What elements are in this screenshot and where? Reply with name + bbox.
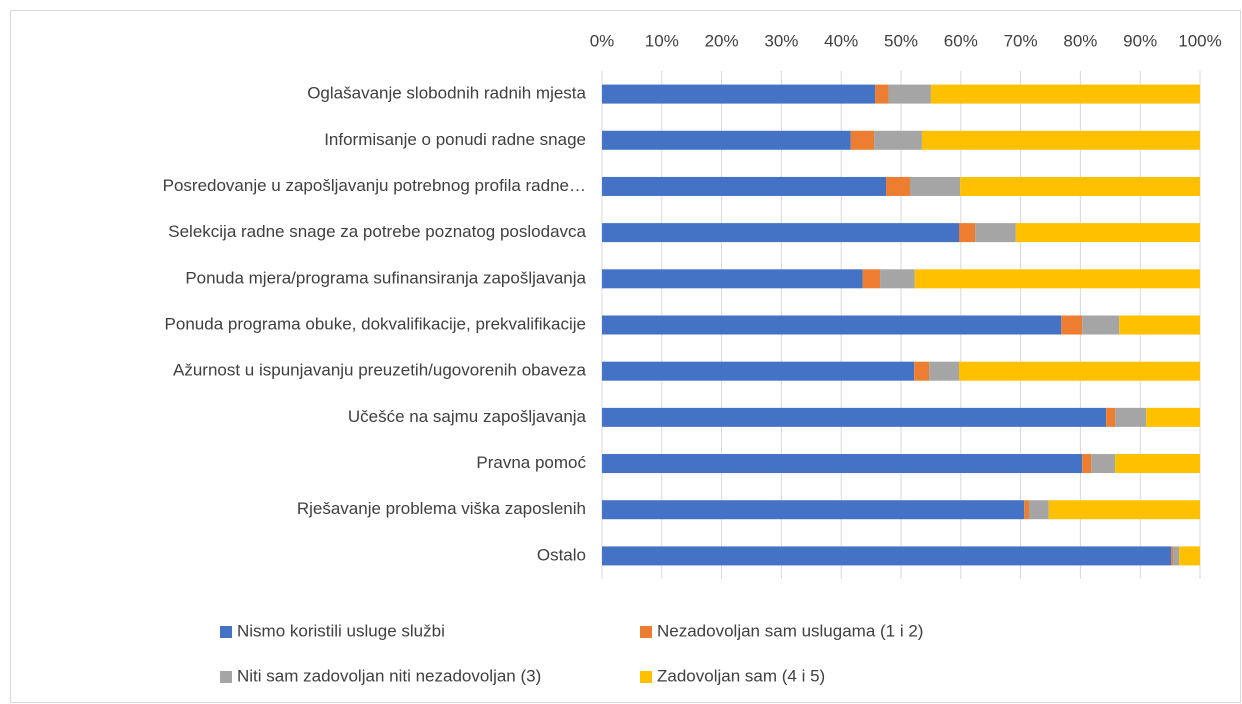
bar-segment bbox=[909, 176, 961, 196]
bar-segment bbox=[929, 361, 960, 381]
bar-segment bbox=[602, 454, 1083, 474]
x-tick-label: 90% bbox=[1123, 31, 1157, 50]
bar-segment bbox=[875, 84, 889, 104]
bar-segment bbox=[602, 269, 863, 289]
bar-segment bbox=[960, 176, 1200, 196]
bar-segment bbox=[1091, 454, 1116, 474]
bar-segment bbox=[975, 223, 1016, 243]
bar-segment bbox=[1082, 454, 1092, 474]
bar-segment bbox=[959, 361, 1200, 381]
y-tick-label: Ponuda mjera/programa sufinansiranja zap… bbox=[185, 268, 586, 287]
y-tick-label: Ponuda programa obuke, dokvalifikacije, … bbox=[165, 314, 586, 333]
bar-segment bbox=[602, 130, 851, 150]
bar-segment bbox=[1024, 500, 1029, 520]
legend-label: Nismo koristili usluge službi bbox=[237, 621, 445, 640]
bar-segment bbox=[602, 315, 1062, 335]
bar-segment bbox=[914, 361, 930, 381]
bar-segment bbox=[602, 546, 1172, 566]
chart-border bbox=[10, 10, 1241, 703]
x-tick-label: 40% bbox=[824, 31, 858, 50]
bar-segment bbox=[921, 130, 1200, 150]
y-tick-label: Rješavanje problema viška zaposlenih bbox=[297, 499, 586, 518]
x-tick-label: 100% bbox=[1178, 31, 1221, 50]
bar-segment bbox=[880, 269, 915, 289]
bar-segment bbox=[850, 130, 875, 150]
legend-marker bbox=[220, 671, 232, 683]
y-tick-label: Učešće na sajmu zapošljavanja bbox=[348, 407, 587, 426]
x-tick-label: 10% bbox=[645, 31, 679, 50]
x-tick-label: 80% bbox=[1063, 31, 1097, 50]
legend-marker bbox=[220, 626, 232, 638]
bar-segment bbox=[602, 84, 876, 104]
bar-segment bbox=[930, 84, 1200, 104]
bar-segment bbox=[1115, 454, 1200, 474]
bar-segment bbox=[888, 84, 931, 104]
bar-segment bbox=[959, 223, 976, 243]
bar-segment bbox=[1146, 407, 1200, 427]
y-tick-label: Ostalo bbox=[537, 545, 586, 564]
y-tick-label: Pravna pomoć bbox=[476, 453, 586, 472]
bar-segment bbox=[1061, 315, 1083, 335]
bar-segment bbox=[1106, 407, 1116, 427]
x-tick-label: 60% bbox=[944, 31, 978, 50]
legend-marker bbox=[640, 671, 652, 683]
legend-marker bbox=[640, 626, 652, 638]
bar-segment bbox=[914, 269, 1200, 289]
bar-segment bbox=[1171, 546, 1174, 566]
y-tick-label: Selekcija radne snage za potrebe poznato… bbox=[168, 222, 586, 241]
y-tick-label: Ažurnost u ispunjavanju preuzetih/ugovor… bbox=[173, 361, 587, 380]
y-tick-label: Posredovanje u zapošljavanju potrebnog p… bbox=[163, 176, 586, 195]
y-tick-label: Oglašavanje slobodnih radnih mjesta bbox=[307, 84, 586, 103]
bar-segment bbox=[1115, 407, 1147, 427]
x-tick-label: 20% bbox=[705, 31, 739, 50]
bar-segment bbox=[602, 176, 887, 196]
legend-label: Zadovoljan sam (4 i 5) bbox=[657, 666, 825, 685]
legend-label: Nezadovoljan sam uslugama (1 i 2) bbox=[657, 621, 923, 640]
bar-segment bbox=[1082, 315, 1120, 335]
legend-label: Niti sam zadovoljan niti nezadovoljan (3… bbox=[237, 666, 541, 685]
bar-segment bbox=[602, 407, 1107, 427]
bar-segment bbox=[1179, 546, 1200, 566]
y-tick-label: Informisanje o ponudi radne snage bbox=[324, 130, 586, 149]
bar-segment bbox=[874, 130, 922, 150]
x-tick-label: 30% bbox=[764, 31, 798, 50]
bar-segment bbox=[1028, 500, 1049, 520]
bar-segment bbox=[602, 223, 960, 243]
bar-segment bbox=[886, 176, 910, 196]
x-tick-label: 0% bbox=[590, 31, 615, 50]
bar-segment bbox=[602, 500, 1025, 520]
bar-segment bbox=[862, 269, 881, 289]
bar-segment bbox=[1173, 546, 1180, 566]
bar-segment bbox=[602, 361, 915, 381]
bar-segment bbox=[1048, 500, 1200, 520]
x-tick-label: 50% bbox=[884, 31, 918, 50]
x-tick-label: 70% bbox=[1004, 31, 1038, 50]
bar-segment bbox=[1015, 223, 1200, 243]
bar-segment bbox=[1119, 315, 1200, 335]
